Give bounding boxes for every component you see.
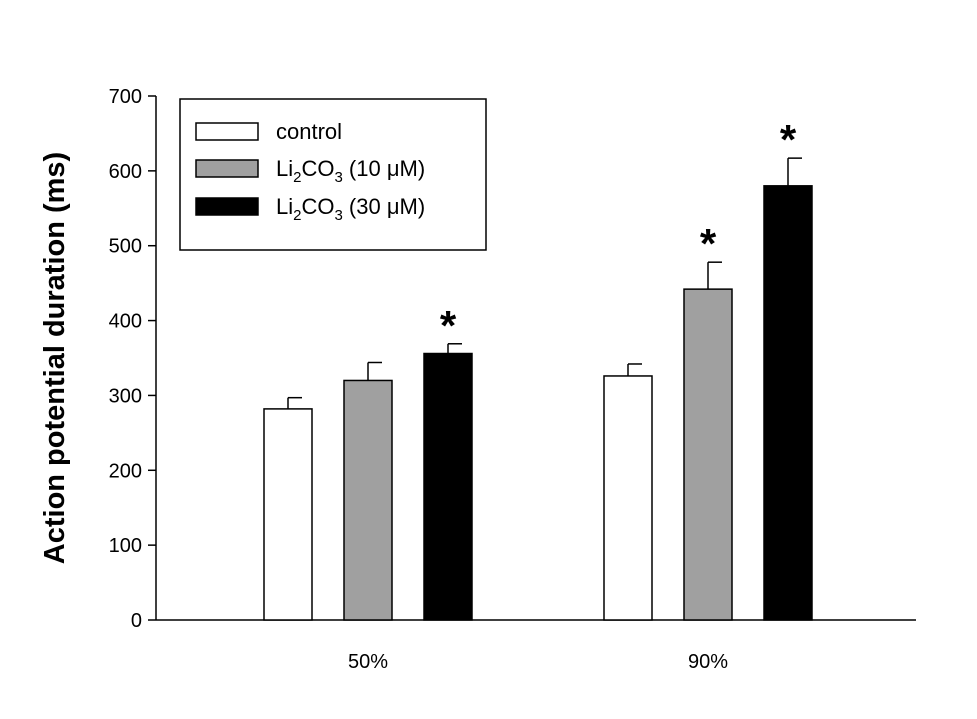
legend-text-part: CO [301,156,334,181]
bar-1-1 [263,408,313,621]
legend-label-1: control [276,119,342,144]
y-axis-label: Action potential duration (ms) [39,152,71,564]
bar-1-2 [603,375,653,621]
significance-marker: * [780,116,797,163]
x-tick-label: 50% [348,651,388,673]
bars: * * * [263,116,813,621]
legend-swatch-2 [195,159,259,178]
legend-label-2: Li2CO3 (10 μM) [276,156,425,186]
legend-text-part: 3 [334,207,342,224]
bar-3-1 [423,352,473,621]
significance-marker: * [440,302,457,349]
y-tick-label: 500 [109,236,142,258]
y-tick-label: 300 [109,385,142,407]
bar-2-2 [683,288,733,621]
y-tick-label: 100 [109,535,142,557]
significance-marker: * [700,220,717,267]
legend-text-part: 2 [293,169,301,186]
legend-swatch-1 [195,122,259,141]
y-tick-label: 600 [109,161,142,183]
legend-text-part: CO [301,194,334,219]
y-tick-label: 200 [109,460,142,482]
bar-3-2 [763,185,813,621]
legend-text-part: Li [276,194,293,219]
legend-label-3: Li2CO3 (30 μM) [276,194,425,224]
y-tick-label: 400 [109,311,142,333]
legend-text-part: Li [276,156,293,181]
y-ticks: 0 100 200 300 400 500 600 700 [109,86,156,632]
legend-swatch-3 [195,197,259,216]
legend-text-part: (10 μM) [343,156,425,181]
legend-text-part: 2 [293,207,301,224]
legend-text-part: 3 [334,169,342,186]
y-tick-label: 700 [109,86,142,108]
y-tick-label: 0 [131,610,142,632]
x-ticks: 50% 90% [348,651,728,673]
x-tick-label: 90% [688,651,728,673]
bar-2-1 [343,379,393,621]
legend-text-part: (30 μM) [343,194,425,219]
